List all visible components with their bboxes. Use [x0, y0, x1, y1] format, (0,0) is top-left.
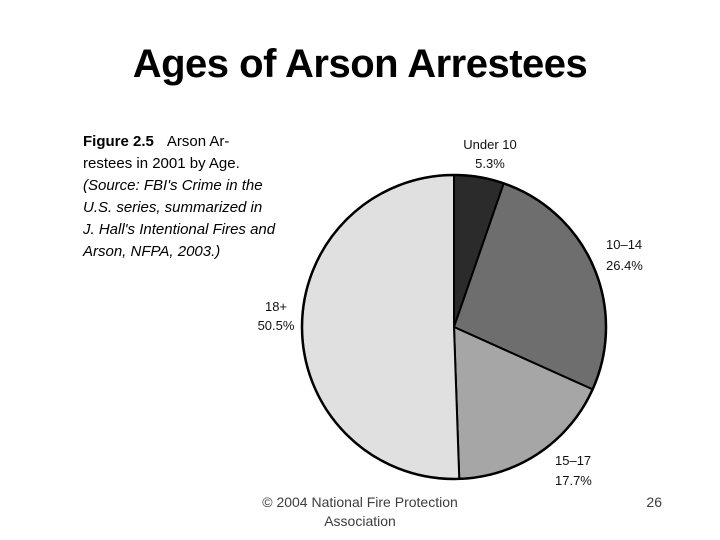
- pie-outline: [300, 173, 608, 481]
- caption-source-line-1: (Source: FBI's Crime in the: [83, 177, 263, 194]
- pie-label-18-plus-name: 18+: [264, 299, 288, 314]
- pie-label-under-10-name: Under 10: [463, 137, 517, 152]
- figure-label: Figure 2.5: [83, 133, 154, 150]
- pie-label-18-plus: 18+ 50.5%: [216, 297, 336, 335]
- pie-label-under-10: Under 10 5.3%: [430, 135, 550, 173]
- caption-source-line-4: Arson, NFPA, 2003.): [83, 243, 221, 260]
- pie-label-under-10-pct: 5.3%: [475, 156, 505, 171]
- pie-label-15-17-name: 15–17: [555, 453, 592, 468]
- pie-label-15-17-pct: 17.7%: [555, 473, 592, 488]
- pie-label-15-17: 15–17 17.7%: [555, 451, 592, 491]
- caption-line-1-text: Arson Ar-: [166, 133, 230, 150]
- pie-label-10-14-pct: 26.4%: [606, 258, 643, 273]
- pie-label-10-14-name: 10–14: [606, 237, 643, 252]
- footer-copyright: © 2004 National Fire Protection Associat…: [0, 493, 720, 531]
- caption-line-2: restees in 2001 by Age.: [83, 155, 240, 172]
- page-number: 26: [646, 494, 662, 510]
- footer-line-1: © 2004 National Fire Protection: [262, 494, 458, 510]
- caption-line-1: Figure 2.5 Arson Ar-: [83, 131, 298, 153]
- slide-title: Ages of Arson Arrestees: [132, 42, 588, 86]
- pie-label-10-14: 10–14 26.4%: [606, 234, 643, 276]
- pie-chart: [300, 173, 608, 481]
- caption-source-line-3: J. Hall's Intentional Fires and: [83, 221, 276, 238]
- figure-caption: Figure 2.5 Arson Ar- restees in 2001 by A…: [83, 131, 298, 263]
- footer-line-2: Association: [324, 513, 396, 529]
- pie-label-18-plus-pct: 50.5%: [257, 318, 295, 333]
- caption-source-line-2: U.S. series, summarized in: [83, 199, 263, 216]
